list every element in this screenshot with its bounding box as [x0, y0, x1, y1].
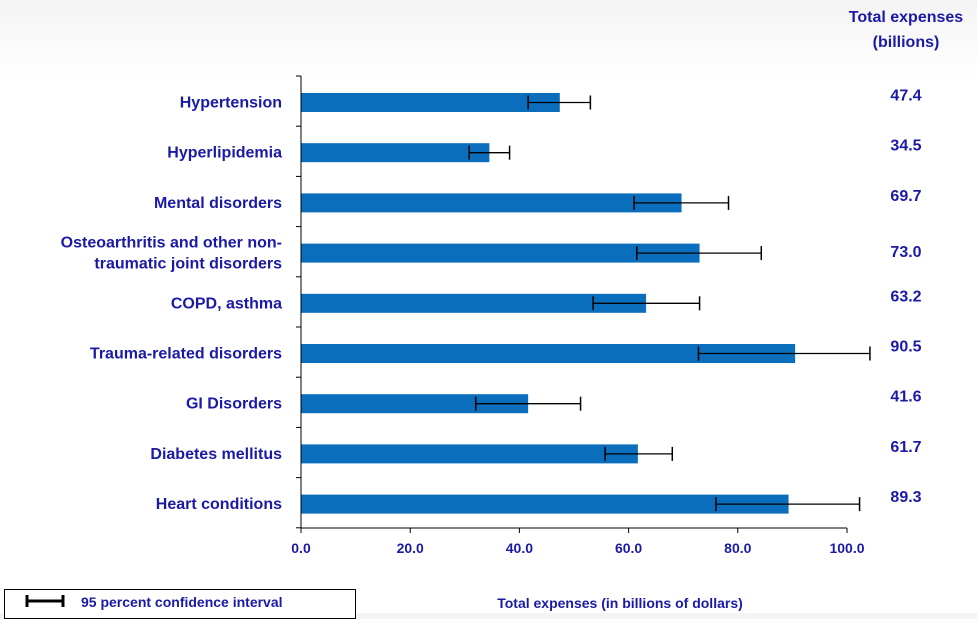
- value-label: 34.5: [890, 138, 921, 155]
- bar: [301, 344, 796, 363]
- value-label: 73.0: [890, 244, 921, 261]
- bar: [301, 93, 560, 112]
- value-label: 90.5: [890, 339, 921, 356]
- x-tick-label: 0.0: [291, 540, 311, 556]
- x-tick-label: 20.0: [397, 540, 424, 556]
- x-tick-label: 40.0: [506, 540, 533, 556]
- value-column-header-line-1: Total expenses: [849, 9, 964, 26]
- legend: 95 percent confidence interval: [4, 589, 356, 619]
- bar: [301, 494, 789, 514]
- category-label: Osteoarthritis and other non-traumatic j…: [61, 235, 282, 273]
- bar: [301, 243, 700, 263]
- category-label: Hypertension: [180, 95, 282, 112]
- bar: [301, 444, 638, 464]
- value-label: 63.2: [890, 288, 921, 305]
- value-label: 61.7: [890, 439, 921, 456]
- x-axis-title: Total expenses (in billions of dollars): [497, 595, 743, 611]
- category-label: Trauma-related disorders: [90, 346, 282, 363]
- bar: [301, 293, 647, 313]
- value-label: 89.3: [890, 489, 921, 506]
- bar: [301, 143, 490, 163]
- category-label: Hyperlipidemia: [167, 145, 282, 162]
- category-label: Heart conditions: [156, 496, 282, 513]
- bar: [301, 394, 529, 414]
- legend-label: 95 percent confidence interval: [81, 594, 283, 610]
- category-label: COPD, asthma: [171, 295, 282, 312]
- value-label: 41.6: [890, 389, 921, 406]
- x-tick-label: 80.0: [724, 540, 751, 556]
- category-label: GI Disorders: [186, 396, 282, 413]
- plot-area: Hypertension 47.4 Hyperlipidemia 34.5 Mental…: [61, 75, 922, 556]
- value-column-header: Total expenses (billions): [849, 9, 964, 51]
- value-column-header-line-2: (billions): [873, 34, 940, 51]
- value-label: 69.7: [890, 188, 921, 205]
- bar: [301, 193, 682, 213]
- category-label: Mental disorders: [154, 195, 282, 212]
- x-tick-label: 60.0: [615, 540, 642, 556]
- x-tick-label: 100.0: [829, 540, 864, 556]
- confidence-interval-icon: [25, 595, 65, 607]
- category-label: Diabetes mellitus: [150, 446, 282, 463]
- value-label: 47.4: [890, 88, 921, 105]
